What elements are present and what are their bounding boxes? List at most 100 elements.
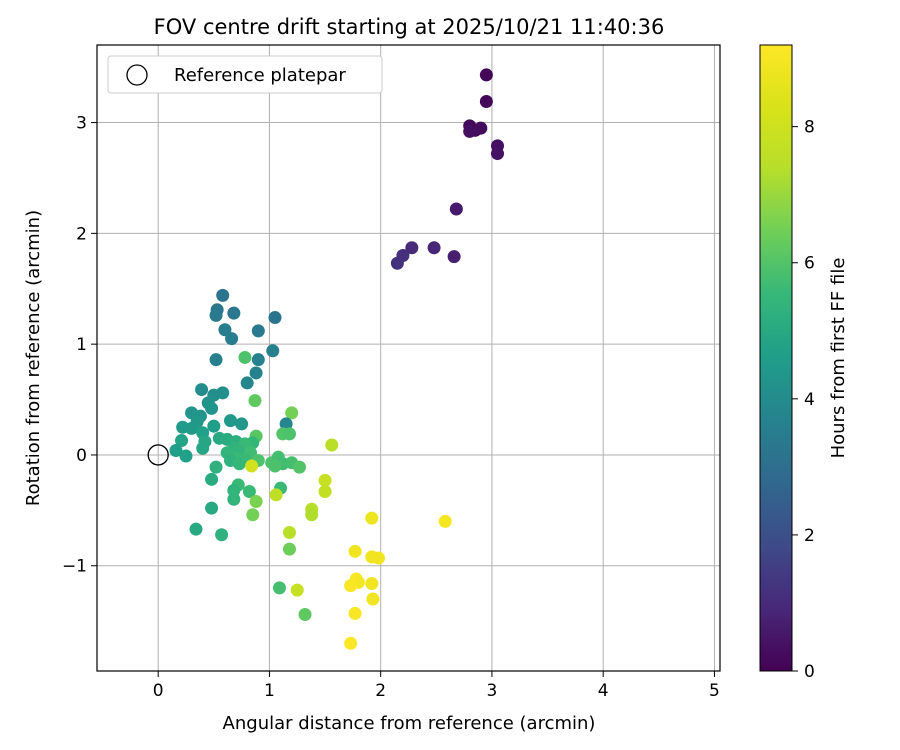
data-point [447,250,461,264]
data-point [215,528,229,542]
data-point [325,438,339,452]
data-point [227,492,241,506]
data-point [205,501,219,515]
y-tick-label: 1 [76,335,87,355]
y-axis-label: Rotation from reference (arcmin) [23,210,44,506]
data-point [246,508,260,522]
data-point [224,414,237,428]
data-point [207,419,221,433]
data-point [365,576,379,590]
data-point [249,494,263,508]
colorbar-ticks: 0 2 4 6 8 [792,118,815,682]
data-point [235,417,249,431]
data-point [248,394,262,408]
data-point [268,459,282,473]
data-point [305,508,319,522]
data-point [438,514,452,528]
data-point [344,636,358,650]
data-point [251,324,265,338]
data-point [266,344,280,358]
data-point [185,421,199,435]
x-tick-label: 4 [598,681,609,701]
data-point [245,459,259,473]
data-point [479,95,493,109]
data-point [285,406,299,420]
y-tick-label: 2 [76,224,87,244]
reference-marker-layer [147,444,169,466]
data-point [279,417,293,431]
data-point [218,323,232,337]
legend-reference-icon [126,64,148,86]
data-point [225,332,239,346]
x-tick-label: 1 [264,681,275,701]
colorbar-tick-label: 6 [804,254,815,274]
legend-entry-reference: Reference platepar [174,65,346,86]
data-point [371,551,385,565]
data-point [491,147,504,161]
x-axis-ticks: 0 1 2 3 4 5 [153,671,720,701]
colorbar: 0 2 4 6 8 Hours from first FF file [759,44,849,682]
data-point [292,460,306,474]
data-point [238,350,252,364]
data-point [175,434,189,448]
data-point [318,473,332,487]
data-point [195,383,209,397]
plot-frame [96,44,721,672]
data-point [474,121,488,135]
data-point [479,68,493,82]
data-point [298,607,312,621]
data-point [344,579,358,593]
data-point [189,522,203,536]
data-point [169,444,183,458]
chart-title: FOV centre drift starting at 2025/10/21 … [154,15,665,39]
data-point [366,592,380,606]
data-point [268,311,282,325]
data-point [348,544,362,558]
data-point [240,376,254,390]
data-point [365,511,379,525]
data-point [427,241,441,255]
data-point [282,526,296,540]
data-point [209,308,223,322]
data-point [348,606,362,620]
colorbar-label: Hours from first FF file [828,258,849,459]
data-point [216,288,230,302]
colorbar-tick-label: 0 [804,662,815,682]
legend-box [107,55,383,94]
x-axis-label: Angular distance from reference (arcmin) [223,713,596,734]
data-point [463,124,477,138]
data-points [169,68,504,650]
data-point [232,457,246,471]
data-point [405,241,419,255]
data-point [242,485,256,499]
x-tick-label: 0 [153,681,164,701]
data-point [227,306,241,320]
x-tick-label: 2 [375,681,386,701]
y-tick-label: 3 [76,114,87,134]
data-point [205,472,219,486]
data-point [449,202,463,216]
data-point [290,583,304,597]
y-tick-label: −1 [62,557,87,577]
y-tick-label: 0 [76,446,87,466]
data-point [269,488,283,502]
reference-platepar-marker [147,444,169,466]
legend: Reference platepar [107,55,383,94]
data-point [318,485,332,499]
data-point [249,366,263,380]
data-point [205,401,219,415]
data-point [196,441,210,455]
x-tick-label: 3 [487,681,498,701]
colorbar-gradient [759,44,793,672]
data-point [209,353,223,367]
data-point [282,427,296,441]
colorbar-tick-label: 2 [804,526,815,546]
colorbar-tick-label: 4 [804,390,815,410]
data-point [251,353,265,367]
data-point [390,256,404,270]
y-axis-ticks: −1 0 1 2 3 [62,114,97,577]
data-point [282,542,296,556]
data-point [272,581,286,595]
grid-lines [97,45,720,671]
